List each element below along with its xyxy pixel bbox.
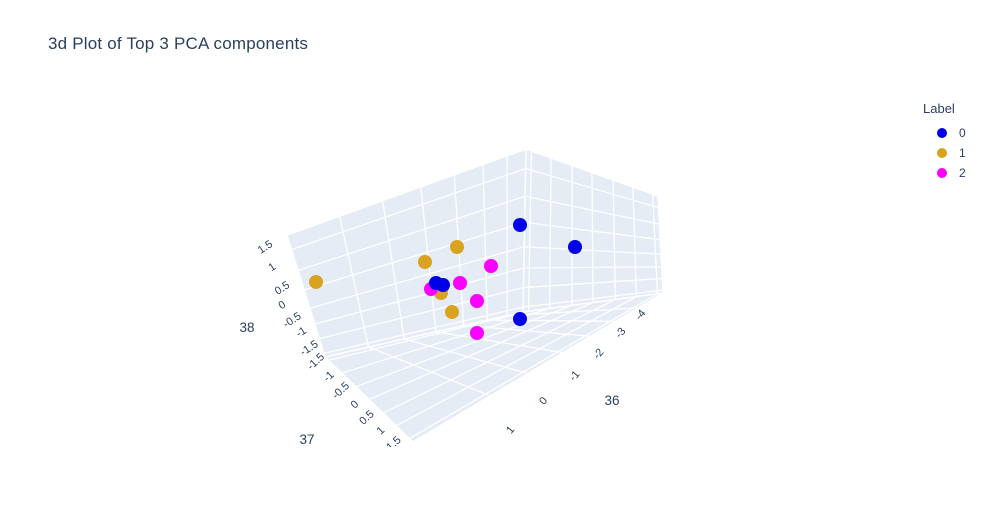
tick-label: 0 <box>349 398 362 411</box>
chart-title: 3d Plot of Top 3 PCA components <box>48 34 309 53</box>
scatter-point-label-0[interactable] <box>568 240 582 254</box>
tick-label: 0 <box>537 395 550 407</box>
tick-label: 1 <box>375 424 388 437</box>
legend-item-2[interactable]: 2 <box>916 163 983 183</box>
tick-label: 1.5 <box>384 434 403 453</box>
z-axis-title: 38 <box>239 320 254 335</box>
scatter-point-label-2[interactable] <box>453 276 467 290</box>
legend-title: Label <box>923 101 955 116</box>
legend: Label 0 1 2 <box>916 101 983 183</box>
legend-item-2-label: 2 <box>959 166 966 180</box>
tick-label: 1.5 <box>256 238 275 256</box>
tick-label: 0 <box>277 299 289 312</box>
scatter-point-label-1[interactable] <box>445 305 459 319</box>
scatter-point-label-2[interactable] <box>470 294 484 308</box>
legend-item-0-label: 0 <box>959 126 966 140</box>
tick-label: -1 <box>294 325 309 340</box>
scatter-point-label-1[interactable] <box>418 255 432 269</box>
legend-marker-2-icon <box>937 168 947 178</box>
tick-label: 0.5 <box>357 408 376 427</box>
scatter-point-label-2[interactable] <box>470 326 484 340</box>
legend-item-1-label: 1 <box>959 146 966 160</box>
tick-label: -0.5 <box>330 380 352 402</box>
tick-label: 1 <box>267 261 279 274</box>
tick-label: -2 <box>591 346 606 361</box>
tick-label: -3 <box>613 325 628 340</box>
legend-marker-0-icon <box>937 128 947 138</box>
legend-item-0[interactable]: 0 <box>916 123 983 143</box>
scatter-point-label-1[interactable] <box>450 240 464 254</box>
tick-label: 0.5 <box>273 279 292 297</box>
scatter-point-label-1[interactable] <box>309 275 323 289</box>
tick-label: -1 <box>321 369 336 384</box>
scatter-point-label-0[interactable] <box>513 218 527 232</box>
legend-item-1[interactable]: 1 <box>916 143 983 163</box>
legend-marker-1-icon <box>937 148 947 158</box>
scatter-point-label-2[interactable] <box>484 259 498 273</box>
scatter-point-label-0[interactable] <box>436 278 450 292</box>
y-axis-title: 37 <box>299 432 314 447</box>
scatter-point-label-0[interactable] <box>513 312 527 326</box>
tick-label: -1 <box>567 368 582 383</box>
tick-label: 1 <box>504 424 517 436</box>
x-axis-title: 36 <box>604 393 619 408</box>
